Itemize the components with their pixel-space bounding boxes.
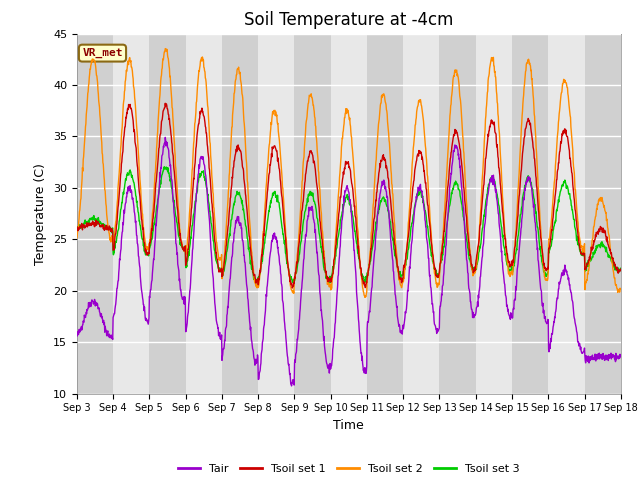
- Text: VR_met: VR_met: [82, 48, 123, 58]
- Bar: [367, 34, 403, 394]
- Bar: [149, 34, 186, 394]
- Bar: [440, 34, 476, 394]
- Bar: [331, 34, 367, 394]
- Bar: [512, 34, 548, 394]
- Legend: Tair, Tsoil set 1, Tsoil set 2, Tsoil set 3: Tair, Tsoil set 1, Tsoil set 2, Tsoil se…: [173, 459, 524, 478]
- Bar: [476, 34, 512, 394]
- Bar: [294, 34, 331, 394]
- Bar: [113, 34, 149, 394]
- Bar: [403, 34, 440, 394]
- Bar: [258, 34, 294, 394]
- Bar: [222, 34, 258, 394]
- Bar: [548, 34, 584, 394]
- Bar: [77, 34, 113, 394]
- X-axis label: Time: Time: [333, 419, 364, 432]
- Y-axis label: Temperature (C): Temperature (C): [35, 163, 47, 264]
- Title: Soil Temperature at -4cm: Soil Temperature at -4cm: [244, 11, 454, 29]
- Bar: [186, 34, 222, 394]
- Bar: [584, 34, 621, 394]
